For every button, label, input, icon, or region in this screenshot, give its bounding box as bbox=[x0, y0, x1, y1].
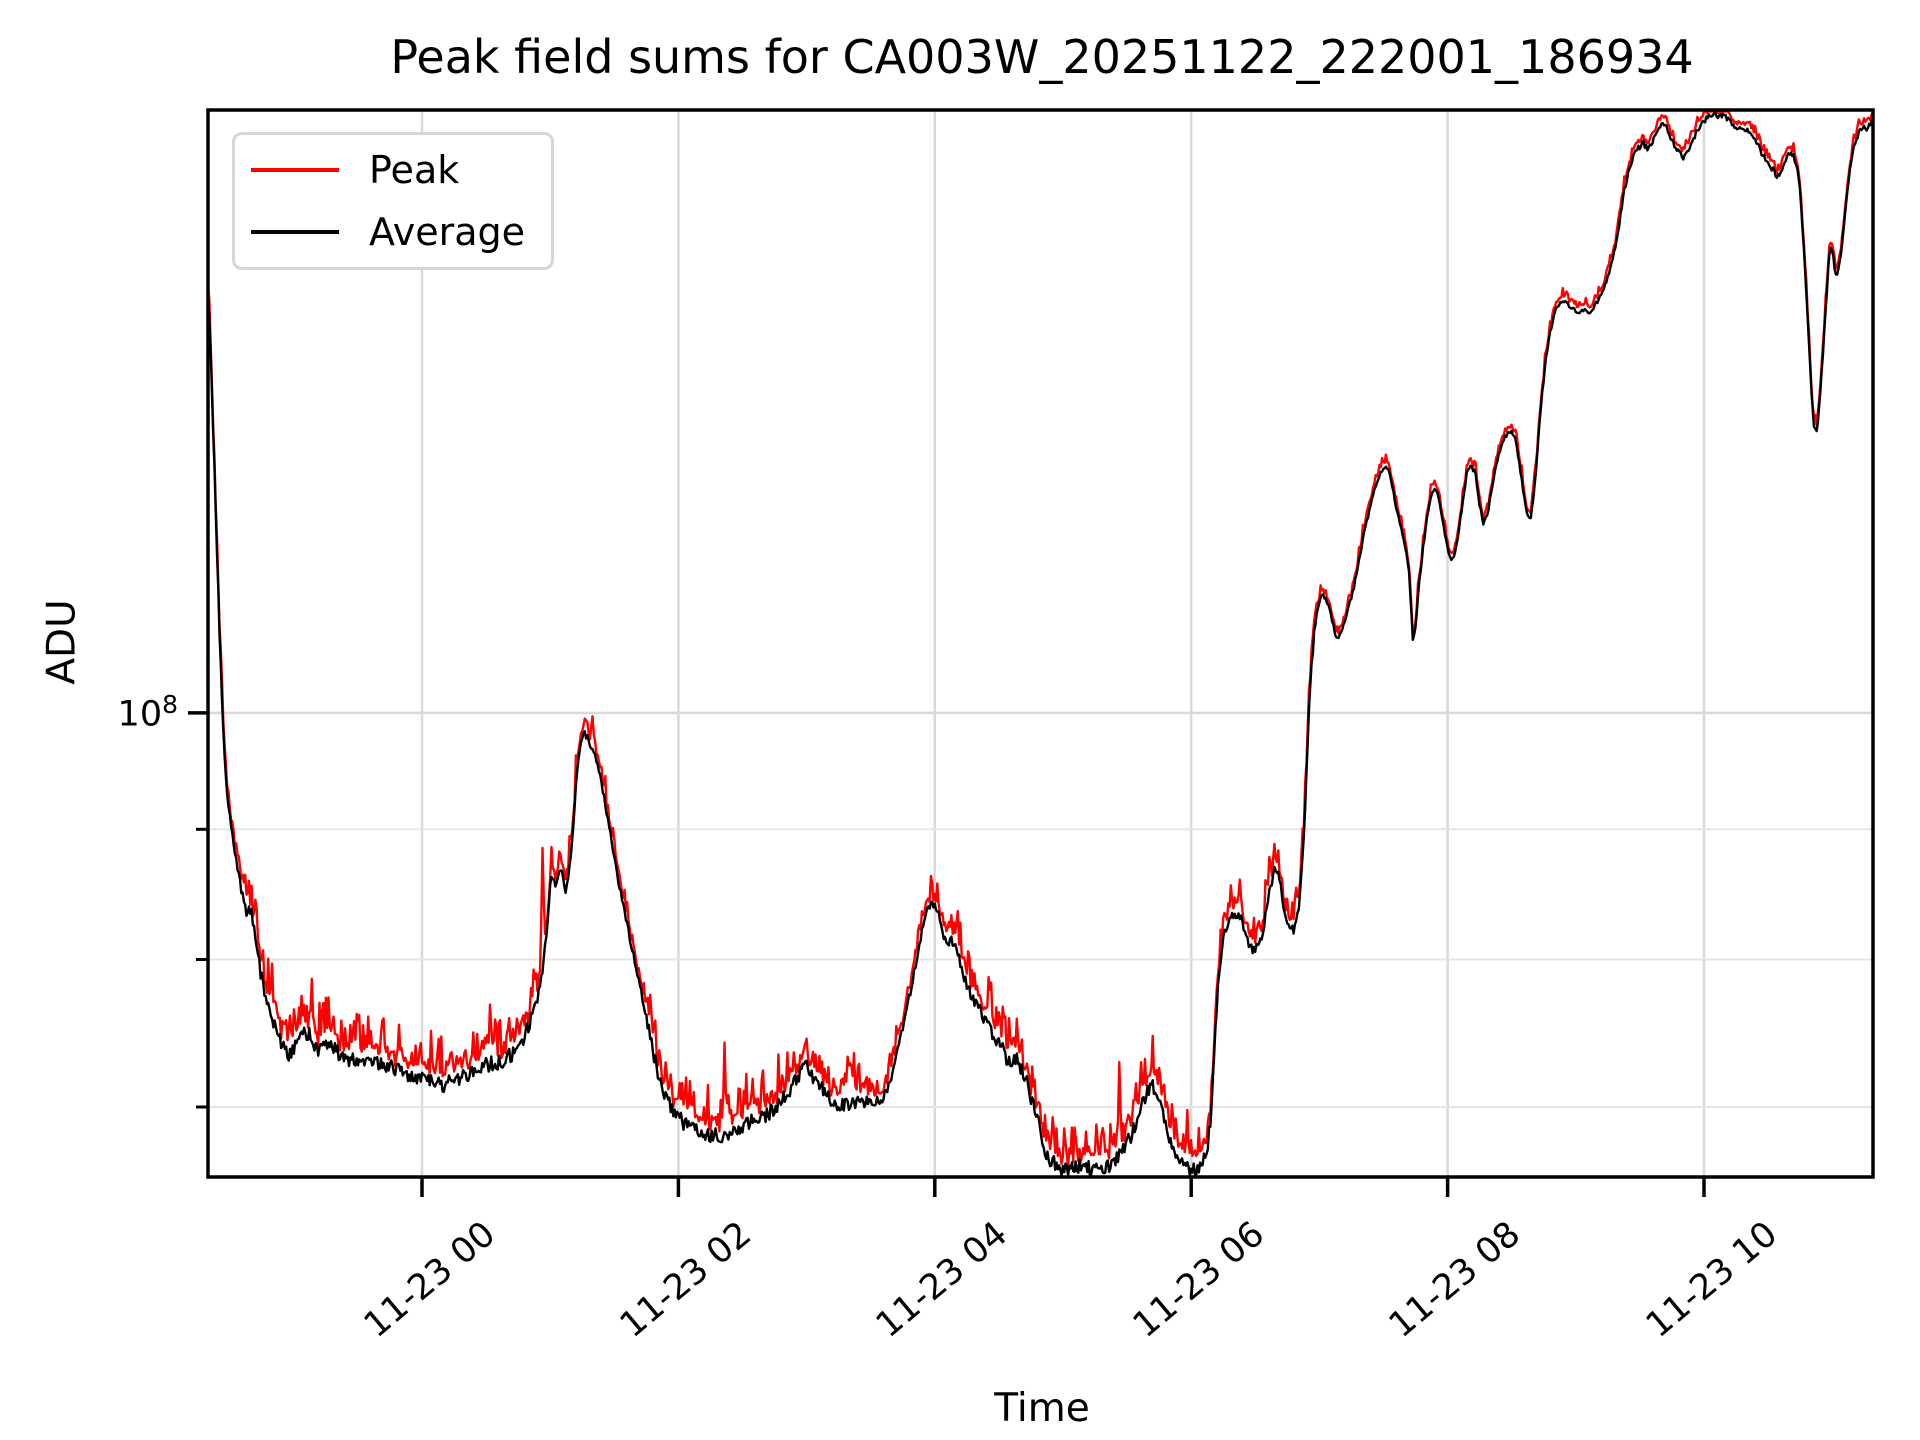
legend-label-average: Average bbox=[369, 210, 526, 254]
legend-line-sample-peak bbox=[251, 168, 339, 172]
y-tick-base: 10 bbox=[117, 694, 163, 735]
legend: Peak Average bbox=[232, 132, 554, 270]
x-axis-label: Time bbox=[994, 1386, 1090, 1431]
legend-line-sample-average bbox=[251, 230, 339, 234]
y-tick-label-1e8: 108 bbox=[118, 690, 178, 735]
plot-border bbox=[206, 108, 1875, 1179]
series-peak-line bbox=[206, 110, 1875, 1168]
y-tick-exponent: 8 bbox=[162, 690, 178, 719]
legend-item-average: Average bbox=[235, 210, 551, 254]
chart-title: Peak field sums for CA003W_20251122_2220… bbox=[390, 30, 1694, 84]
legend-label-peak: Peak bbox=[369, 148, 460, 192]
legend-item-peak: Peak bbox=[235, 148, 551, 192]
series-average-line bbox=[206, 111, 1875, 1177]
